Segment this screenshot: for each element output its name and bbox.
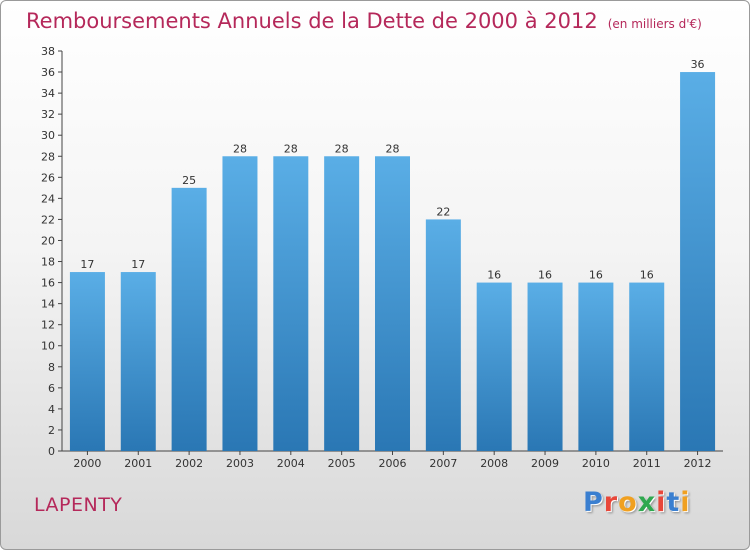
data-label: 28 [233,142,247,155]
bar [527,282,563,451]
bar [476,282,512,451]
y-tick-label: 26 [41,171,55,184]
y-tick-label: 36 [41,66,55,79]
x-tick-label: 2001 [124,457,152,470]
y-tick-label: 14 [41,298,55,311]
x-tick-label: 2007 [429,457,457,470]
data-label: 22 [436,205,450,218]
logo-letter: i [656,487,667,518]
logo-letter: t [666,487,681,518]
data-label: 25 [182,174,196,187]
y-tick-label: 0 [48,445,55,458]
y-tick-label: 2 [48,424,55,437]
x-tick-label: 2008 [480,457,508,470]
bar [425,219,461,451]
x-tick-label: 2006 [379,457,407,470]
data-label: 16 [640,269,654,282]
bar [324,156,360,451]
y-tick-label: 12 [41,319,55,332]
y-tick-label: 4 [48,403,55,416]
data-label: 16 [487,269,501,282]
bar [69,272,105,451]
bar [120,272,156,451]
data-label: 17 [80,258,94,271]
logo-letter: x [637,487,657,518]
y-tick-label: 28 [41,150,55,163]
y-tick-label: 34 [41,87,55,100]
x-tick-label: 2012 [684,457,712,470]
y-tick-label: 32 [41,108,55,121]
bar [629,282,665,451]
y-tick-label: 24 [41,192,55,205]
chart-subtitle: (en milliers d'€) [607,17,702,31]
data-label: 28 [386,142,400,155]
y-tick-label: 16 [41,277,55,290]
commune-name: LAPENTY [34,494,123,516]
logo-letter: r [603,487,619,518]
x-tick-label: 2010 [582,457,610,470]
y-tick-label: 6 [48,382,55,395]
y-tick-label: 20 [41,234,55,247]
y-tick-label: 30 [41,129,55,142]
logo-letter: o [618,487,638,518]
data-label: 17 [131,258,145,271]
bar [680,72,716,451]
data-label: 16 [589,269,603,282]
y-tick-label: 10 [41,340,55,353]
x-tick-label: 2002 [175,457,203,470]
y-tick-label: 22 [41,213,55,226]
logo-letter: i [680,487,691,518]
data-label: 16 [538,269,552,282]
bar [578,282,614,451]
x-tick-label: 2011 [633,457,661,470]
bar [222,156,258,451]
x-tick-label: 2000 [73,457,101,470]
x-tick-label: 2004 [277,457,305,470]
chart-title: Remboursements Annuels de la Dette de 20… [26,9,702,33]
proxiti-logo: Proxiti [583,487,691,518]
x-tick-label: 2009 [531,457,559,470]
y-tick-label: 8 [48,361,55,374]
bar [171,187,207,451]
y-tick-label: 38 [41,45,55,58]
chart-title-text: Remboursements Annuels de la Dette de 20… [26,9,598,33]
x-tick-label: 2003 [226,457,254,470]
bar [375,156,410,451]
logo-letter: P [583,487,604,518]
y-tick-label: 18 [41,256,55,269]
data-label: 28 [335,142,349,155]
x-tick-label: 2005 [328,457,356,470]
data-label: 28 [284,142,298,155]
data-label: 36 [691,58,705,71]
bar [273,156,309,451]
